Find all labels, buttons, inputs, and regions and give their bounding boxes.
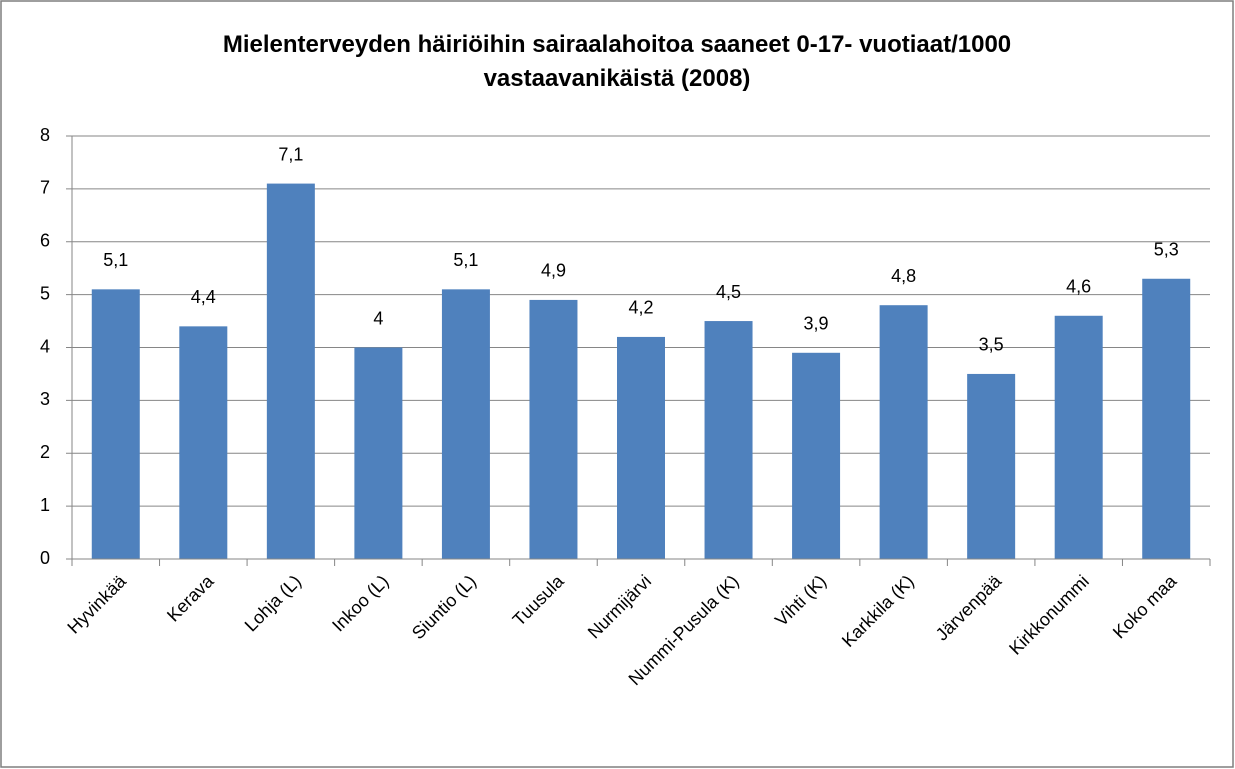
data-label: 3,9 <box>804 314 829 334</box>
y-tick-label: 5 <box>40 283 50 303</box>
data-label: 7,1 <box>278 144 303 164</box>
data-label: 5,3 <box>1154 240 1179 260</box>
bar <box>179 326 228 559</box>
bar <box>617 336 665 559</box>
bar <box>704 321 753 559</box>
data-label: 4,4 <box>191 287 216 307</box>
data-label: 4,9 <box>541 261 566 281</box>
y-tick-label: 7 <box>40 178 50 198</box>
data-label: 5,1 <box>453 250 478 270</box>
data-label: 4,6 <box>1066 277 1091 297</box>
data-label: 4,8 <box>891 266 916 286</box>
bar <box>1054 315 1103 559</box>
bar <box>266 183 315 559</box>
y-tick-label: 4 <box>40 336 50 356</box>
data-label: 5,1 <box>103 250 128 270</box>
data-label: 4 <box>373 308 383 328</box>
data-label: 4,5 <box>716 282 741 302</box>
y-tick-label: 2 <box>40 442 50 462</box>
bar <box>879 305 928 559</box>
y-tick-label: 1 <box>40 495 50 515</box>
y-tick-label: 8 <box>40 125 50 145</box>
bar <box>91 289 140 559</box>
y-tick-label: 3 <box>40 389 50 409</box>
bar <box>1142 278 1191 559</box>
chart-title: Mielenterveyden häiriöihin sairaalahoito… <box>222 31 1012 92</box>
bar <box>354 347 403 559</box>
bar <box>792 352 841 559</box>
bar <box>529 299 578 559</box>
bar <box>441 289 490 559</box>
data-label: 4,2 <box>628 298 653 318</box>
y-tick-label: 6 <box>40 231 50 251</box>
y-tick-label: 0 <box>40 548 50 568</box>
data-label: 3,5 <box>979 335 1004 355</box>
bar <box>967 373 1016 559</box>
